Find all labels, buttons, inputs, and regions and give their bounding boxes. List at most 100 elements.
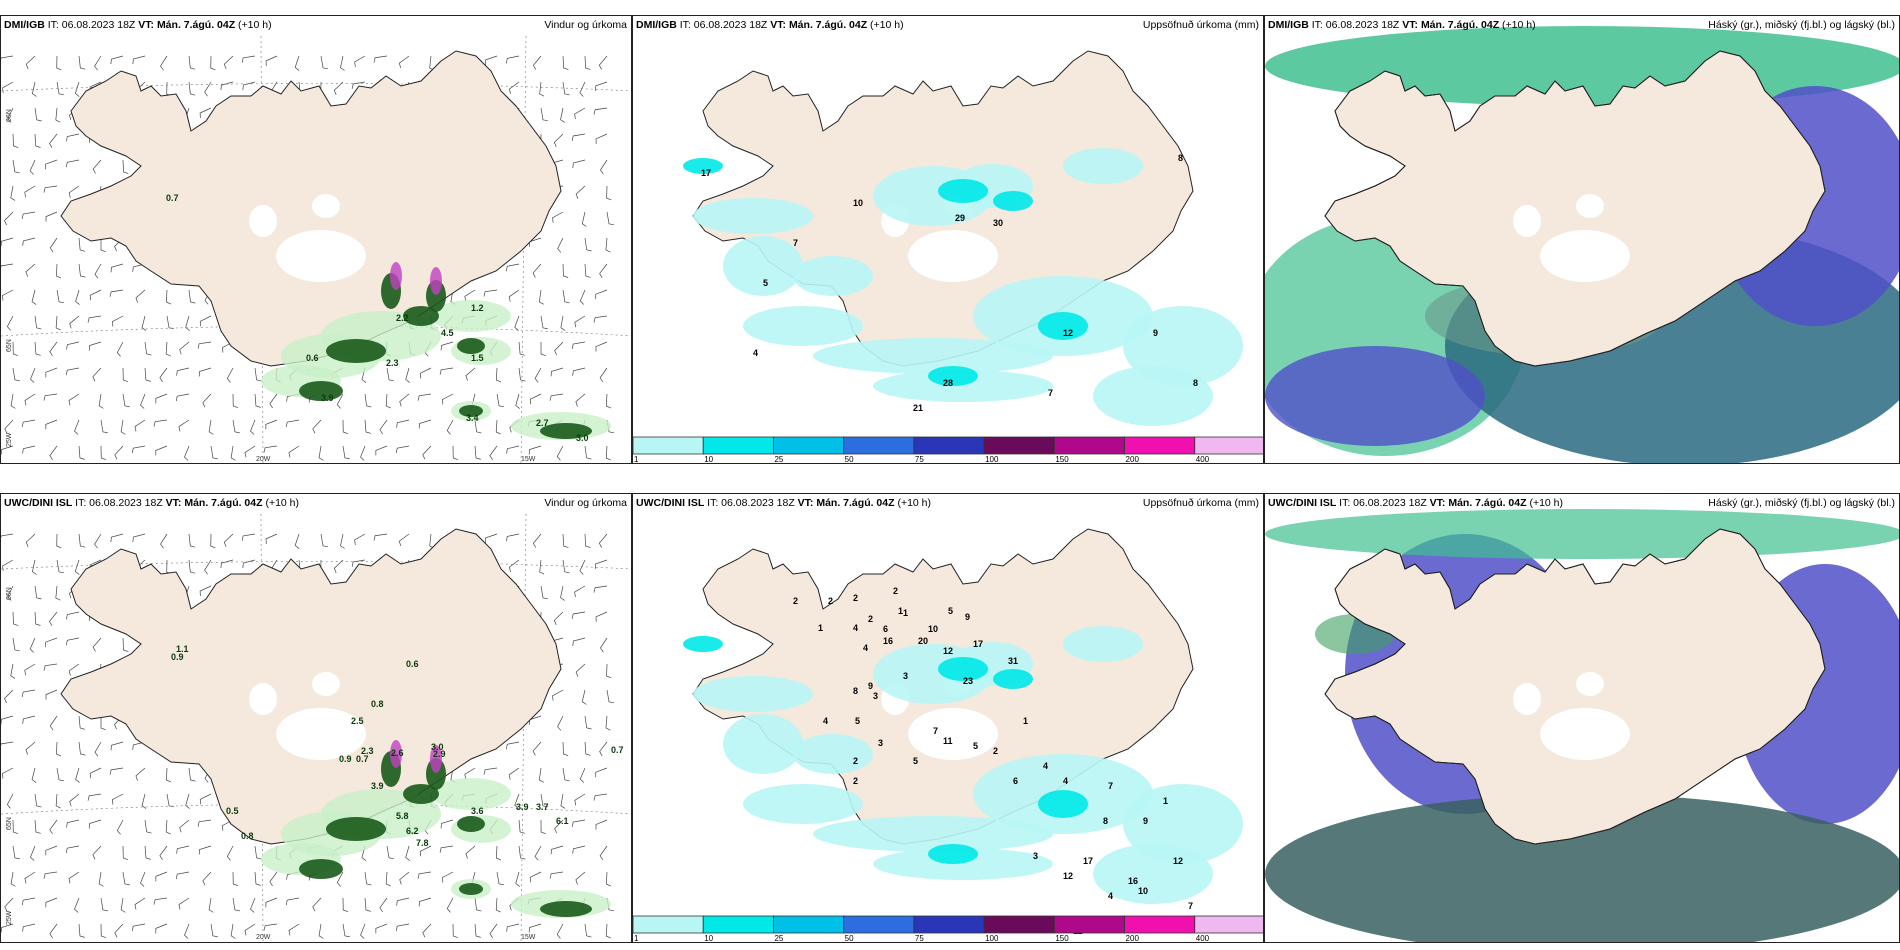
wind-barb	[10, 393, 16, 409]
wind-barb	[10, 185, 16, 201]
wind-barb	[66, 611, 80, 620]
wind-barb	[575, 185, 586, 199]
value-label: 5	[913, 756, 918, 766]
panel-title: DMI/IGB IT: 06.08.2023 18Z VT: Mán. 7.ág…	[636, 19, 904, 31]
precip-light-area	[743, 784, 863, 824]
wind-barb	[552, 211, 564, 223]
wind-barb	[399, 871, 410, 885]
wind-barb	[1, 237, 14, 247]
wind-barb	[66, 637, 80, 646]
value-label: 5	[973, 741, 978, 751]
wind-barb	[223, 55, 234, 70]
colorbar-swatch	[702, 915, 774, 934]
wind-barb	[593, 585, 608, 593]
lat-line-66n	[1, 83, 631, 92]
value-label: 11	[943, 736, 953, 746]
wind-barb	[100, 237, 106, 253]
colorbar-tick-label: 25	[774, 455, 783, 464]
lon-line-15w	[520, 35, 527, 463]
value-label: 7.8	[416, 838, 429, 848]
wind-barb	[465, 367, 476, 381]
wind-barb	[333, 81, 344, 96]
value-label: 4	[853, 623, 858, 633]
wind-barb	[318, 923, 324, 939]
value-label: 2.3	[386, 358, 399, 368]
precip-moderate-area	[928, 366, 978, 386]
wind-barb	[1, 533, 14, 539]
wind-barb	[160, 533, 168, 549]
wind-barb	[250, 897, 256, 913]
wind-barb	[340, 533, 345, 549]
wind-barb	[489, 445, 498, 461]
value-label: 6	[883, 624, 888, 634]
wind-barb	[508, 81, 520, 95]
wind-barb	[34, 793, 42, 808]
wind-barb	[474, 897, 482, 912]
panel-product: Háský (gr.), miðský (fj.bl.) og lágský (…	[1708, 497, 1895, 509]
wind-barb	[540, 585, 548, 600]
wind-barb	[579, 559, 586, 575]
value-label: 12	[1173, 856, 1183, 866]
wind-barb	[49, 341, 58, 357]
wind-barb	[45, 845, 58, 856]
value-label: 21	[913, 403, 923, 413]
value-label: 3.0	[431, 742, 444, 752]
wind-barb	[55, 315, 61, 331]
wind-barb	[395, 923, 410, 932]
wind-barb	[417, 393, 432, 401]
wind-barb	[254, 393, 261, 408]
wind-barb	[375, 445, 388, 456]
wind-barb	[595, 81, 608, 91]
wind-barb	[562, 741, 569, 756]
wind-barb	[132, 55, 146, 65]
map-panel-uwc-clouds: UWC/DINI ISL IT: 06.08.2023 18Z VT: Mán.…	[1264, 493, 1900, 943]
wind-barb	[575, 871, 586, 885]
value-label: 1	[898, 606, 903, 616]
wind-barb	[560, 585, 565, 601]
wind-barb	[25, 741, 36, 755]
wind-barb	[595, 559, 608, 569]
graticule-label: 25W	[6, 910, 13, 925]
wind-barb	[100, 419, 108, 434]
wind-barb	[122, 871, 130, 886]
wind-barb	[178, 897, 190, 910]
wind-barb	[12, 637, 20, 652]
colorbar-tick-label: 100	[985, 934, 999, 943]
wind-barb	[24, 871, 36, 884]
value-label: 2	[853, 756, 858, 766]
glacier-hofsjokull	[1576, 194, 1604, 218]
wind-barb	[373, 55, 388, 63]
value-label: 3.9	[321, 393, 334, 403]
wind-barb	[515, 393, 520, 409]
value-label: 17	[1083, 856, 1093, 866]
precip-light-area	[693, 198, 813, 234]
value-label: 10	[928, 624, 938, 634]
wind-barb	[110, 263, 124, 273]
wind-barb	[605, 715, 611, 731]
wind-barb	[440, 341, 454, 351]
wind-barb	[506, 923, 520, 932]
wind-barb	[122, 159, 129, 174]
wind-barb	[242, 81, 256, 91]
wind-barb	[198, 845, 212, 855]
wind-barb	[600, 637, 608, 653]
value-label: 3.4	[466, 413, 479, 423]
wind-barb	[419, 845, 432, 857]
value-label: 0.7	[356, 754, 369, 764]
wind-barb	[30, 845, 36, 861]
wind-barb	[87, 315, 102, 323]
precip-light-area	[743, 306, 863, 346]
precip-moderate-area	[993, 191, 1033, 211]
wind-barb	[204, 81, 212, 97]
value-label: 2	[828, 596, 833, 606]
colorbar-swatch	[702, 436, 774, 455]
lon-line-15w	[520, 513, 527, 942]
wind-barb	[188, 533, 196, 548]
wind-barb	[593, 107, 608, 115]
wind-barb	[342, 419, 349, 435]
wind-barb	[56, 55, 62, 71]
value-label: 6	[1013, 776, 1018, 786]
value-label: 17	[701, 168, 711, 178]
value-label: 1	[903, 608, 908, 618]
glacier-vatnajokull	[276, 708, 366, 760]
